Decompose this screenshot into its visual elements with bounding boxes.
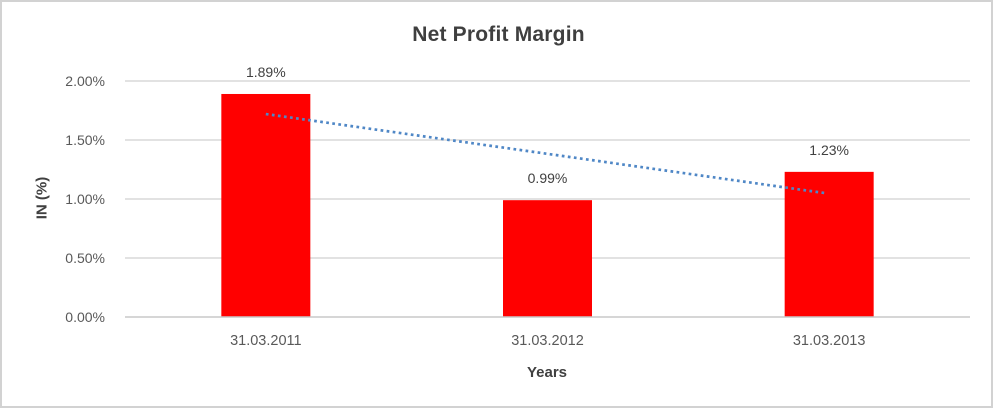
x-axis-title: Years [526, 364, 568, 381]
bar-31.03.2013 [784, 171, 874, 317]
y-axis-title-text: IN (%) [33, 176, 51, 220]
bar-data-label: 1.23% [809, 141, 849, 158]
bar-data-label: 0.99% [527, 170, 568, 187]
category-label: 31.03.2013 [792, 333, 866, 349]
y-tick-label: 0.00% [65, 309, 105, 325]
category-label: 31.03.2012 [511, 333, 584, 349]
bar-31.03.2012 [503, 200, 592, 317]
trendline [265, 112, 826, 195]
category-label: 31.03.2011 [230, 333, 302, 349]
y-tick-label: 1.50% [65, 132, 105, 148]
bar-data-label: 1.89% [245, 63, 286, 80]
chart-title: Net Profit Margin [412, 23, 585, 46]
y-tick-label: 1.00% [65, 191, 105, 207]
y-tick-label: 0.50% [65, 250, 105, 266]
y-tick-label: 2.00% [65, 73, 105, 89]
bar-31.03.2011 [221, 93, 311, 317]
